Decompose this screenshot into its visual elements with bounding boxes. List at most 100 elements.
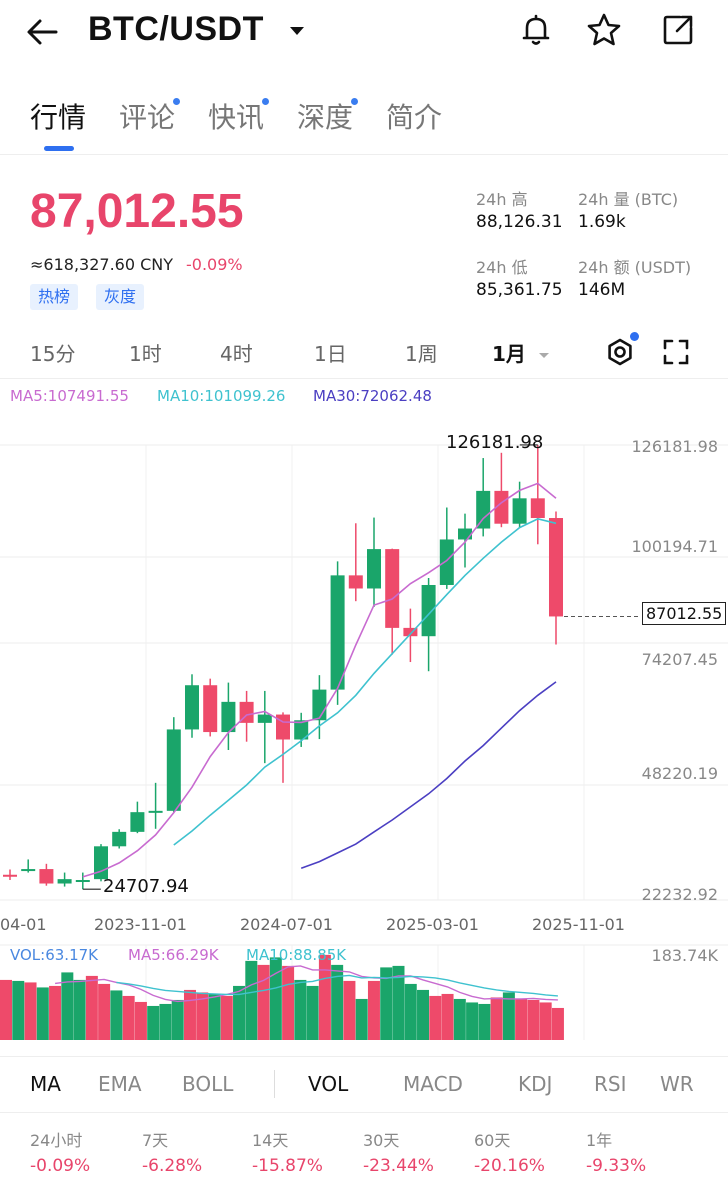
pair-title[interactable]: BTC/USDT xyxy=(88,10,264,48)
volume-bar xyxy=(355,998,368,1040)
period-15m[interactable]: 15分 xyxy=(30,342,76,366)
volume-bar xyxy=(0,979,12,1040)
volume-bar xyxy=(294,979,307,1040)
volume-bar xyxy=(269,957,282,1040)
volume-bar xyxy=(318,954,331,1040)
volume-bar xyxy=(429,995,442,1040)
indicator-vol[interactable]: VOL xyxy=(308,1072,349,1096)
tab-market[interactable]: 行情 xyxy=(30,101,87,134)
volume-bar xyxy=(245,960,258,1040)
indicator-rsi[interactable]: RSI xyxy=(594,1072,627,1096)
volume-bar xyxy=(208,993,221,1040)
volume-bar xyxy=(527,999,540,1040)
candle-body xyxy=(185,685,199,730)
perf-value: -20.16% xyxy=(474,1156,545,1176)
x-tick-label: 2023-11-01 xyxy=(94,915,187,934)
tab-underline xyxy=(44,146,74,151)
candle-body xyxy=(148,810,163,813)
divider xyxy=(0,154,728,155)
volume-bar xyxy=(466,1002,479,1040)
ma30-line xyxy=(300,681,557,869)
candle-body xyxy=(385,549,400,628)
perf-label: 1年 xyxy=(586,1131,613,1150)
candlestick-chart[interactable] xyxy=(0,400,728,1050)
volume-bar xyxy=(147,1005,160,1040)
candle-body xyxy=(458,528,472,540)
last-price: 87,012.55 xyxy=(30,185,244,238)
x-tick-label: 2025-11-01 xyxy=(532,915,625,934)
vol-legend: VOL:63.17K xyxy=(10,946,98,964)
volume-bar xyxy=(61,972,74,1040)
candle-body xyxy=(494,490,509,524)
candle-body xyxy=(348,575,363,589)
indicator-macd[interactable]: MACD xyxy=(403,1072,463,1096)
back-arrow-icon[interactable] xyxy=(22,12,66,52)
indicator-ma[interactable]: MA xyxy=(30,1072,61,1096)
fullscreen-icon[interactable] xyxy=(662,338,690,366)
last-price-tag: 87012.55 xyxy=(642,602,727,625)
period-4h[interactable]: 4时 xyxy=(220,342,253,366)
share-icon[interactable] xyxy=(658,10,698,50)
candle-body xyxy=(166,729,181,811)
volume-bar xyxy=(380,967,393,1040)
volume-bar xyxy=(453,998,466,1040)
vol-ma10-legend: MA10:88.85K xyxy=(246,946,347,964)
perf-label: 14天 xyxy=(252,1131,289,1150)
tab-news[interactable]: 快讯 xyxy=(208,96,269,136)
volume-bar xyxy=(110,990,123,1040)
volume-bar xyxy=(331,964,344,1040)
max-price-label: 126181.98 xyxy=(446,432,544,453)
indicator-boll[interactable]: BOLL xyxy=(182,1072,234,1096)
perf-label: 7天 xyxy=(142,1131,169,1150)
chart-settings-icon[interactable] xyxy=(604,332,639,368)
period-1month[interactable]: 1月 xyxy=(492,338,551,367)
period-1d[interactable]: 1日 xyxy=(314,342,347,366)
volume-bar xyxy=(134,1001,147,1040)
candle-body xyxy=(75,880,90,883)
volume-bar xyxy=(551,1007,564,1040)
volume-ma5-line xyxy=(55,965,558,1003)
ma10-legend: MA10:101099.26 xyxy=(157,387,286,405)
cny-price: ≈618,327.60 CNY xyxy=(30,255,174,274)
indicator-wr[interactable]: WR xyxy=(660,1072,694,1096)
volume-bar xyxy=(306,985,319,1040)
candle-body xyxy=(257,714,272,723)
ma5-line xyxy=(82,482,557,878)
period-1h[interactable]: 1时 xyxy=(129,342,162,366)
divider xyxy=(0,1112,728,1113)
volume-bar xyxy=(49,985,62,1040)
perf-label: 24小时 xyxy=(30,1131,83,1150)
tab-intro[interactable]: 简介 xyxy=(386,101,443,134)
y-tick-label: 48220.19 xyxy=(641,764,718,783)
tag-hot-list[interactable]: 热榜 xyxy=(30,284,79,310)
candle-body xyxy=(549,518,563,617)
period-1w[interactable]: 1周 xyxy=(405,342,438,366)
perf-value: -0.09% xyxy=(30,1156,91,1176)
tab-comments[interactable]: 评论 xyxy=(119,96,180,136)
x-tick-label: 2024-07-01 xyxy=(240,915,333,934)
volume-bar xyxy=(490,997,503,1040)
indicator-ema[interactable]: EMA xyxy=(98,1072,142,1096)
volume-bar xyxy=(183,989,196,1040)
ma30-legend: MA30:72062.48 xyxy=(313,387,432,405)
stat-high-value: 88,126.31 xyxy=(476,212,563,232)
volume-bar xyxy=(502,992,515,1040)
volume-bar xyxy=(282,965,295,1040)
dropdown-caret-icon[interactable] xyxy=(286,18,308,42)
volume-bar xyxy=(417,989,430,1040)
bell-icon[interactable] xyxy=(516,10,556,50)
tag-grayscale[interactable]: 灰度 xyxy=(96,284,145,310)
candle-body xyxy=(94,846,108,880)
stat-volume-label: 24h 量 (BTC) xyxy=(578,190,679,209)
indicator-kdj[interactable]: KDJ xyxy=(518,1072,553,1096)
star-icon[interactable] xyxy=(584,10,624,50)
ma5-legend: MA5:107491.55 xyxy=(10,387,129,405)
candle-body xyxy=(57,879,72,884)
tab-depth[interactable]: 深度 xyxy=(297,96,358,136)
volume-bar xyxy=(73,979,86,1040)
stat-high-label: 24h 高 xyxy=(476,190,528,209)
volume-bar xyxy=(539,1002,552,1040)
period-caret-icon xyxy=(538,353,549,358)
candle-body xyxy=(439,539,454,585)
candle-body xyxy=(221,701,236,733)
